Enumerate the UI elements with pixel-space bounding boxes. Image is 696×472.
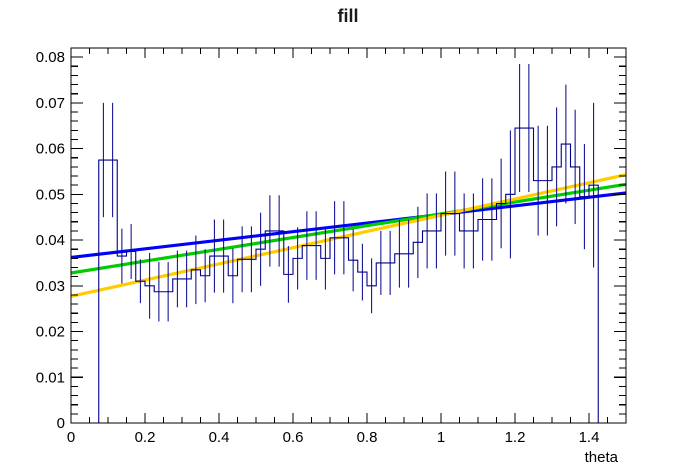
y-tick-label: 0.06 bbox=[36, 141, 65, 158]
x-tick-label: 1.2 bbox=[505, 429, 526, 446]
y-tick-label: 0.04 bbox=[36, 232, 65, 249]
x-axis-title: theta bbox=[585, 449, 619, 466]
x-tick-label: 1.4 bbox=[579, 429, 600, 446]
histogram-step-outline bbox=[71, 127, 626, 424]
fit-line-blue bbox=[70, 191, 627, 260]
y-axis-ticks bbox=[71, 47, 626, 424]
y-tick-label: 0.01 bbox=[36, 369, 65, 386]
y-tick-label: 0.08 bbox=[36, 49, 65, 66]
x-tick-label: 0.8 bbox=[357, 429, 378, 446]
y-tick-label: 0.05 bbox=[36, 186, 65, 203]
x-axis-ticks bbox=[70, 48, 627, 423]
y-axis-tick-labels: 0 0.01 0.02 0.03 0.04 0.05 0.06 0.07 0.08 bbox=[36, 49, 65, 432]
fit-line-yellow bbox=[70, 173, 627, 298]
x-tick-label: 0 bbox=[67, 429, 75, 446]
x-tick-label: 0.6 bbox=[283, 429, 304, 446]
y-tick-label: 0.03 bbox=[36, 278, 65, 295]
fit-line-green bbox=[70, 182, 627, 275]
histogram-series bbox=[71, 127, 626, 424]
y-tick-label: 0.07 bbox=[36, 95, 65, 112]
x-tick-label: 1 bbox=[437, 429, 445, 446]
x-axis-tick-labels: 0 0.2 0.4 0.6 0.8 1 1.2 1.4 bbox=[67, 429, 600, 446]
fit-lines-group bbox=[70, 173, 627, 298]
y-tick-label: 0.02 bbox=[36, 324, 65, 341]
error-bars-group bbox=[102, 64, 595, 322]
page-title: fill bbox=[338, 6, 359, 26]
y-tick-label: 0 bbox=[57, 415, 65, 432]
x-tick-label: 0.2 bbox=[135, 429, 156, 446]
x-tick-label: 0.4 bbox=[209, 429, 230, 446]
